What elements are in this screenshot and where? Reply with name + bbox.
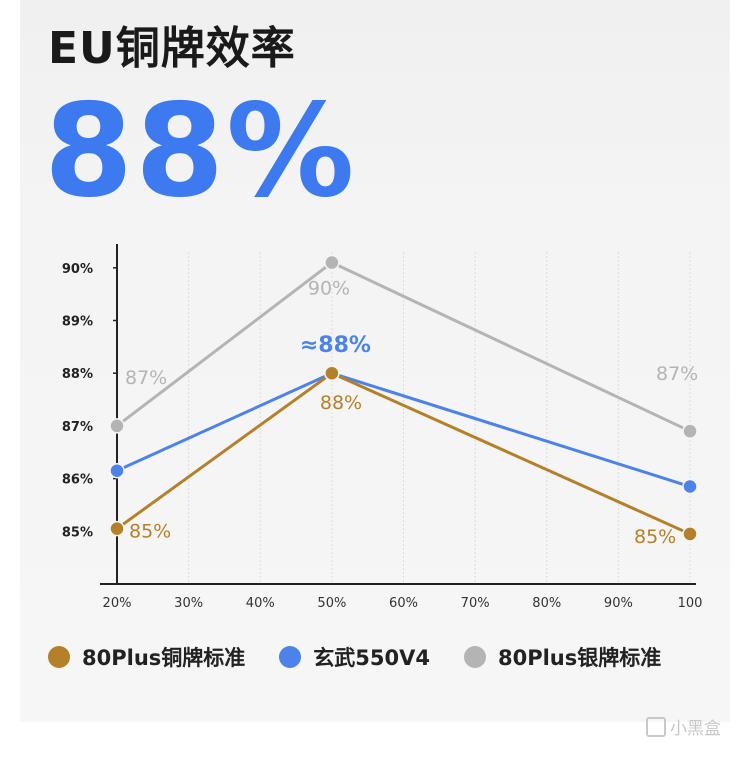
y-tick-label: 86% xyxy=(62,473,93,488)
watermark-text: 小黑盒 xyxy=(670,719,721,739)
watermark-logo-icon xyxy=(646,717,666,737)
watermark: 小黑盒 xyxy=(646,714,721,739)
x-tick-label: 100 xyxy=(678,596,703,611)
legend-item-bronze: 80Plus铜牌标准 xyxy=(48,642,245,672)
legend-label-silver: 80Plus银牌标准 xyxy=(497,646,662,670)
data-point xyxy=(682,526,698,542)
efficiency-value: 88% xyxy=(44,77,357,226)
y-tick-label: 90% xyxy=(62,262,93,277)
chart-legend: 80Plus铜牌标准 玄武550V4 80Plus银牌标准 xyxy=(48,642,728,672)
data-label: 87% xyxy=(125,367,167,389)
x-tick-label: 30% xyxy=(174,596,203,611)
data-label: ≈88% xyxy=(300,333,371,358)
x-tick-label: 80% xyxy=(532,596,561,611)
data-label: 90% xyxy=(308,278,350,300)
data-point xyxy=(109,520,125,537)
legend-dot-blue xyxy=(279,646,302,668)
x-tick-label: 90% xyxy=(604,596,633,611)
data-point xyxy=(109,418,125,434)
efficiency-line-chart: 20% 30% 40% 50% 60% 70% 80% 90% 100 90% 89% 88% 87% 8… xyxy=(62,244,703,611)
x-tick-label: 70% xyxy=(461,596,490,611)
y-tick-label: 89% xyxy=(62,315,93,330)
legend-item-silver: 80Plus银牌标准 xyxy=(463,642,662,672)
x-tick-label: 20% xyxy=(103,596,132,611)
legend-dot-bronze xyxy=(48,646,70,668)
data-point xyxy=(109,462,125,479)
data-label: 85% xyxy=(129,521,171,543)
legend-label-bronze: 80Plus铜牌标准 xyxy=(82,646,246,670)
y-tick-label: 85% xyxy=(62,525,93,540)
legend-item-blue: 玄武550V4 xyxy=(279,642,430,672)
data-point xyxy=(682,478,698,495)
data-label: 87% xyxy=(656,363,698,385)
y-tick-label: 87% xyxy=(62,420,93,435)
y-tick-label: 88% xyxy=(62,367,93,382)
data-point xyxy=(682,423,698,439)
x-tick-label: 60% xyxy=(389,596,418,611)
legend-dot-silver xyxy=(463,646,486,668)
data-label: 88% xyxy=(320,392,362,414)
data-point xyxy=(324,254,340,271)
legend-label-blue: 玄武550V4 xyxy=(313,646,430,670)
chart-card xyxy=(20,0,730,722)
x-tick-label: 40% xyxy=(246,596,275,611)
page-title: EU铜牌效率 xyxy=(48,23,296,74)
data-point xyxy=(324,365,340,381)
data-label: 85% xyxy=(634,526,676,548)
x-tick-label: 50% xyxy=(317,596,346,611)
